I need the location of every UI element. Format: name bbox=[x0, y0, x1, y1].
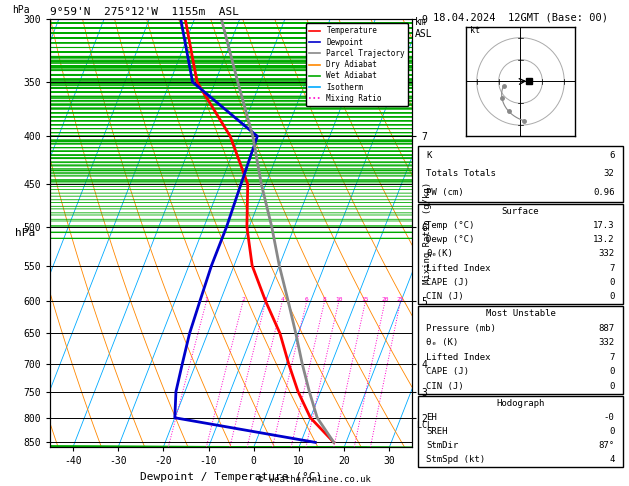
Text: 7: 7 bbox=[609, 353, 615, 362]
Text: hPa: hPa bbox=[13, 4, 30, 15]
Text: Totals Totals: Totals Totals bbox=[426, 169, 496, 178]
Text: PW (cm): PW (cm) bbox=[426, 188, 464, 197]
Text: Most Unstable: Most Unstable bbox=[486, 309, 555, 318]
Text: Mixing Ratio (g/kg): Mixing Ratio (g/kg) bbox=[423, 182, 432, 284]
Text: LCL: LCL bbox=[412, 421, 432, 430]
Text: 20: 20 bbox=[381, 297, 389, 302]
Text: 8: 8 bbox=[323, 297, 326, 302]
Text: CIN (J): CIN (J) bbox=[426, 382, 464, 391]
Text: EH: EH bbox=[426, 413, 437, 422]
Text: 15: 15 bbox=[362, 297, 369, 302]
Text: StmSpd (kt): StmSpd (kt) bbox=[426, 455, 486, 464]
Text: 18.04.2024  12GMT (Base: 00): 18.04.2024 12GMT (Base: 00) bbox=[433, 12, 608, 22]
Text: 13.2: 13.2 bbox=[593, 235, 615, 244]
Text: Dewp (°C): Dewp (°C) bbox=[426, 235, 475, 244]
Text: 25: 25 bbox=[397, 297, 404, 302]
Text: 6: 6 bbox=[305, 297, 309, 302]
Text: 1: 1 bbox=[204, 297, 208, 302]
Text: km
ASL: km ASL bbox=[415, 17, 433, 38]
Text: 332: 332 bbox=[598, 338, 615, 347]
Text: 17.3: 17.3 bbox=[593, 221, 615, 230]
Text: 0: 0 bbox=[609, 278, 615, 287]
Text: 0: 0 bbox=[609, 382, 615, 391]
Text: 0: 0 bbox=[609, 427, 615, 436]
Text: θₑ (K): θₑ (K) bbox=[426, 338, 459, 347]
Text: K: K bbox=[426, 151, 432, 159]
Text: Hodograph: Hodograph bbox=[496, 399, 545, 408]
Text: 32: 32 bbox=[604, 169, 615, 178]
Text: 332: 332 bbox=[598, 249, 615, 259]
Text: hPa: hPa bbox=[15, 228, 35, 238]
Text: 3: 3 bbox=[264, 297, 267, 302]
Text: SREH: SREH bbox=[426, 427, 448, 436]
Text: 6: 6 bbox=[609, 151, 615, 159]
Text: Temp (°C): Temp (°C) bbox=[426, 221, 475, 230]
Text: 87°: 87° bbox=[598, 441, 615, 450]
Text: Pressure (mb): Pressure (mb) bbox=[426, 324, 496, 332]
Text: CAPE (J): CAPE (J) bbox=[426, 367, 469, 376]
Text: 9°59'N  275°12'W  1155m  ASL: 9°59'N 275°12'W 1155m ASL bbox=[50, 7, 239, 17]
Text: 0: 0 bbox=[609, 292, 615, 301]
Text: 7: 7 bbox=[609, 264, 615, 273]
Text: Surface: Surface bbox=[502, 207, 539, 216]
Text: kt: kt bbox=[470, 26, 480, 35]
Text: 2: 2 bbox=[242, 297, 245, 302]
Text: Lifted Index: Lifted Index bbox=[426, 264, 491, 273]
Text: -0: -0 bbox=[604, 413, 615, 422]
Text: 887: 887 bbox=[598, 324, 615, 332]
X-axis label: Dewpoint / Temperature (°C): Dewpoint / Temperature (°C) bbox=[140, 472, 322, 482]
Text: 4: 4 bbox=[281, 297, 284, 302]
Text: Lifted Index: Lifted Index bbox=[426, 353, 491, 362]
Text: CAPE (J): CAPE (J) bbox=[426, 278, 469, 287]
Text: StmDir: StmDir bbox=[426, 441, 459, 450]
Text: 10: 10 bbox=[335, 297, 343, 302]
Text: 4: 4 bbox=[609, 455, 615, 464]
Text: 0: 0 bbox=[609, 367, 615, 376]
Text: © weatheronline.co.uk: © weatheronline.co.uk bbox=[258, 474, 371, 484]
Legend: Temperature, Dewpoint, Parcel Trajectory, Dry Adiabat, Wet Adiabat, Isotherm, Mi: Temperature, Dewpoint, Parcel Trajectory… bbox=[306, 23, 408, 106]
Text: CIN (J): CIN (J) bbox=[426, 292, 464, 301]
Text: 0.96: 0.96 bbox=[593, 188, 615, 197]
Text: θₑ(K): θₑ(K) bbox=[426, 249, 454, 259]
